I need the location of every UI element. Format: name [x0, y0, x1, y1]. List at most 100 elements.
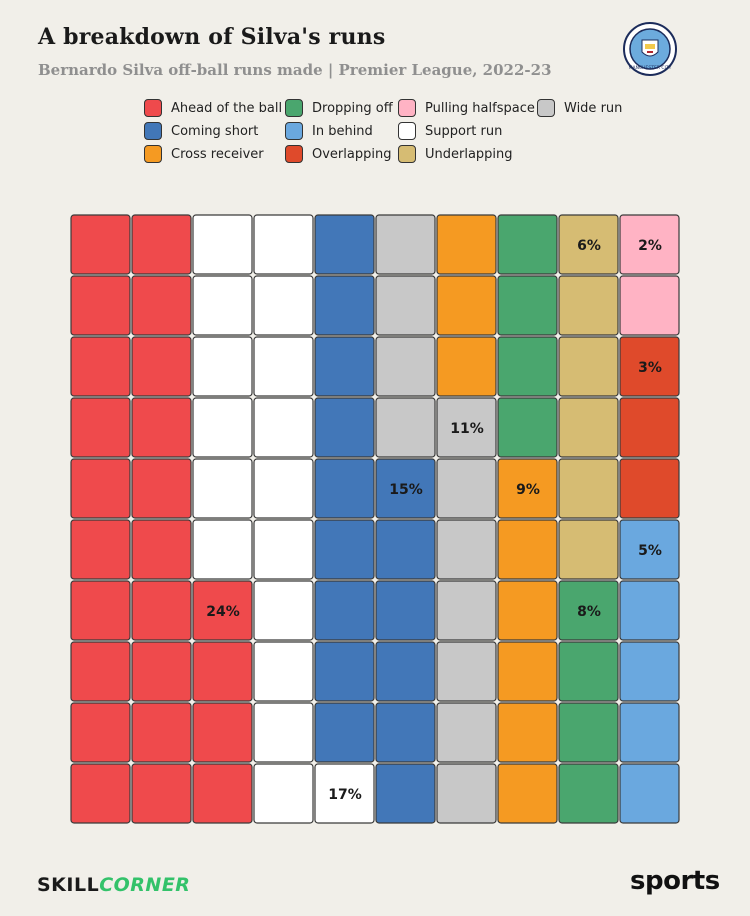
waffle-cell [619, 275, 680, 336]
waffle-cell [192, 641, 253, 702]
waffle-cell [314, 397, 375, 458]
waffle-cell [192, 275, 253, 336]
waffle-cell [70, 641, 131, 702]
legend-label: Overlapping [312, 146, 392, 162]
waffle-cell [619, 641, 680, 702]
legend-item: Support run [398, 121, 502, 141]
legend-label: Underlapping [425, 146, 513, 162]
legend-item: Dropping off [285, 98, 393, 118]
waffle-cell [375, 580, 436, 641]
waffle-cell [497, 641, 558, 702]
waffle-cell [253, 702, 314, 763]
legend-label: Support run [425, 123, 503, 139]
waffle-cell [619, 580, 680, 641]
chart-subtitle: Bernardo Silva off-ball runs made | Prem… [38, 61, 552, 79]
legend-swatch [398, 145, 416, 163]
waffle-cell [70, 397, 131, 458]
waffle-cell [192, 214, 253, 275]
waffle-cell [314, 336, 375, 397]
waffle-cell [436, 519, 497, 580]
waffle-cell [253, 519, 314, 580]
waffle-cell [131, 458, 192, 519]
waffle-cell [619, 519, 680, 580]
waffle-cell [192, 702, 253, 763]
waffle-cell [436, 702, 497, 763]
waffle-cell [253, 214, 314, 275]
legend-swatch [537, 99, 555, 117]
legend-swatch [398, 99, 416, 117]
waffle-cell [375, 275, 436, 336]
skillcorner-logo-part: SKILL [37, 874, 100, 896]
waffle-cell [375, 397, 436, 458]
chart-legend: Ahead of the ball Dropping off Pulling hal… [144, 98, 664, 168]
legend-label: In behind [312, 123, 373, 139]
waffle-cell [70, 214, 131, 275]
waffle-cell [436, 275, 497, 336]
waffle-cell [497, 214, 558, 275]
waffle-cell [436, 214, 497, 275]
waffle-cell [192, 458, 253, 519]
waffle-cell [192, 763, 253, 824]
waffle-data-label: 9% [516, 482, 540, 498]
waffle-cell [497, 763, 558, 824]
waffle-cell [314, 641, 375, 702]
waffle-cell [253, 641, 314, 702]
legend-item: Pulling halfspace [398, 98, 535, 118]
waffle-cell [558, 397, 619, 458]
waffle-cell [314, 763, 375, 824]
waffle-cell [314, 580, 375, 641]
waffle-data-label: 8% [577, 604, 601, 620]
waffle-cell [497, 580, 558, 641]
waffle-cell [70, 336, 131, 397]
waffle-cell [497, 275, 558, 336]
waffle-cell [436, 458, 497, 519]
waffle-cell [131, 275, 192, 336]
waffle-cell [497, 397, 558, 458]
legend-label: Pulling halfspace [425, 100, 535, 116]
waffle-cell [314, 458, 375, 519]
waffle-cell [436, 397, 497, 458]
waffle-data-label: 24% [206, 604, 240, 620]
waffle-cell [558, 214, 619, 275]
legend-label: Cross receiver [171, 146, 264, 162]
legend-item: Coming short [144, 121, 258, 141]
waffle-cell [619, 763, 680, 824]
legend-swatch [144, 122, 162, 140]
waffle-cell [131, 214, 192, 275]
waffle-data-label: 15% [389, 482, 423, 498]
waffle-data-label: 5% [638, 543, 662, 559]
waffle-cell [253, 763, 314, 824]
waffle-cell [619, 702, 680, 763]
legend-swatch [285, 122, 303, 140]
waffle-cell [375, 763, 436, 824]
waffle-cell [436, 641, 497, 702]
legend-item: Underlapping [398, 144, 513, 164]
waffle-cell [558, 519, 619, 580]
crest-text: MANCHESTER CITY [629, 65, 672, 71]
waffle-cell [497, 519, 558, 580]
legend-item: Overlapping [285, 144, 391, 164]
waffle-cell [192, 580, 253, 641]
waffle-cell [436, 763, 497, 824]
waffle-cell [619, 458, 680, 519]
waffle-data-label: 6% [577, 238, 601, 254]
legend-item: Cross receiver [144, 144, 264, 164]
waffle-cell [558, 702, 619, 763]
waffle-cell [253, 397, 314, 458]
waffle-cell [558, 580, 619, 641]
waffle-cell [375, 336, 436, 397]
waffle-cell [375, 458, 436, 519]
waffle-cell [375, 519, 436, 580]
waffle-cell [253, 336, 314, 397]
waffle-cell [70, 519, 131, 580]
legend-item: In behind [285, 121, 373, 141]
legend-item: Ahead of the ball [144, 98, 282, 118]
waffle-data-label: 11% [450, 421, 484, 437]
waffle-cell [436, 336, 497, 397]
waffle-cell [314, 275, 375, 336]
waffle-cell [375, 214, 436, 275]
waffle-cell [558, 275, 619, 336]
waffle-cell [558, 458, 619, 519]
waffle-data-label: 17% [328, 787, 362, 803]
waffle-cell [619, 336, 680, 397]
